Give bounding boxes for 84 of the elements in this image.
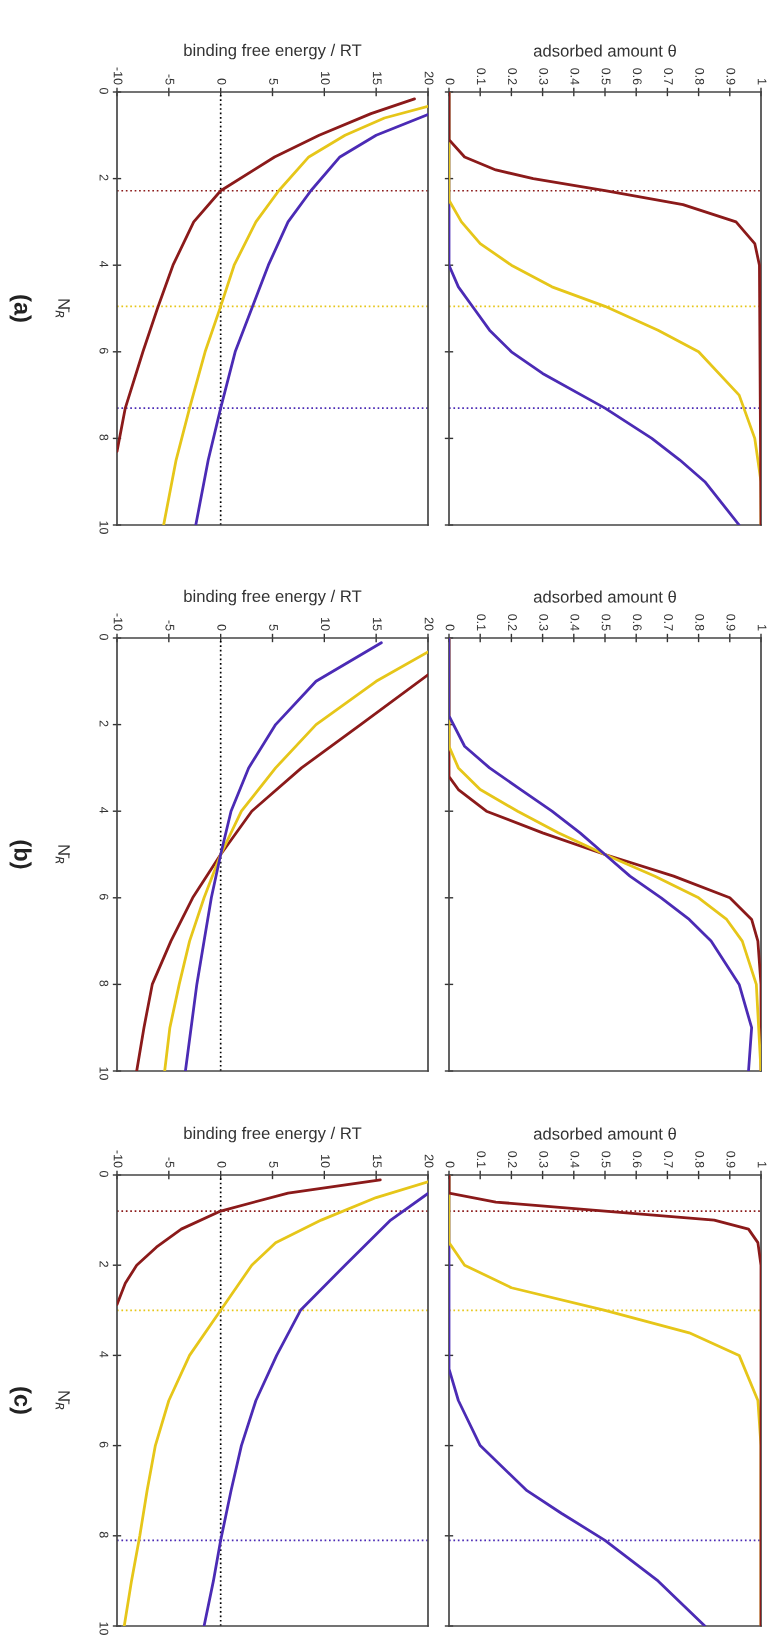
y-tick-label: 6 <box>99 893 109 900</box>
y-tick-label: 4 <box>99 260 109 268</box>
x-tick-label: 0.7 <box>664 614 673 631</box>
x-tick-label: 15 <box>372 72 382 85</box>
y-tick-label: 2 <box>99 174 109 181</box>
x-tick-label: 0.4 <box>570 1151 580 1168</box>
x-tick-label: -10 <box>113 613 123 631</box>
x-tick-label: 0.4 <box>570 614 580 631</box>
x-tick-label: 0.9 <box>726 614 736 631</box>
x-tick-label: 5 <box>269 78 278 85</box>
y-axis-title: N̄$_{R}$ <box>55 845 70 864</box>
y-axis-title: N̄$_{R}$ <box>55 1391 70 1410</box>
y-tick-label: 0 <box>99 1170 109 1177</box>
x-tick-label: 0.2 <box>508 68 517 85</box>
y-tick-label: 10 <box>99 1067 109 1080</box>
x-tick-label: 0 <box>217 624 227 631</box>
x-tick-label: -10 <box>113 67 123 85</box>
x-tick-label: 1 <box>757 79 767 85</box>
x-tick-label: 0.8 <box>695 68 705 85</box>
x-tick-label: 0.4 <box>570 68 580 85</box>
y-tick-label: 8 <box>99 1531 109 1538</box>
x-tick-label: 20 <box>424 1154 434 1168</box>
y-tick-label: 2 <box>99 1261 109 1267</box>
y-tick-label: 8 <box>99 980 109 987</box>
text: (b) <box>9 840 32 869</box>
x-tick-label: -10 <box>113 1150 123 1168</box>
x-tick-label: 0.3 <box>539 68 549 85</box>
x-tick-label: 0.8 <box>695 1151 705 1168</box>
x-tick-label: 0.8 <box>695 614 705 631</box>
x-tick-label: 15 <box>372 618 382 631</box>
x-tick-label: 0.6 <box>632 68 642 85</box>
x-axis-title: binding free energy / RT <box>184 589 362 606</box>
y-tick-label: 4 <box>99 806 109 814</box>
x-tick-label: 0.1 <box>476 614 486 631</box>
x-tick-label: 0 <box>217 78 227 85</box>
x-tick-label: -5 <box>165 1157 175 1168</box>
x-tick-label: 0.9 <box>726 1151 736 1168</box>
x-tick-label: 10 <box>320 72 330 85</box>
y-axis-title: N̄$_{R}$ <box>55 299 70 318</box>
x-tick-label: 0.6 <box>632 614 642 631</box>
x-axis-title: adsorbed amount θ <box>533 1127 676 1140</box>
y-tick-label: 6 <box>99 347 109 354</box>
x-axis-title: adsorbed amount θ <box>533 44 676 57</box>
x-axis-title: binding free energy / RT <box>184 43 362 60</box>
x-tick-label: 10 <box>320 1155 330 1168</box>
x-tick-label: 0.2 <box>508 1151 517 1168</box>
x-tick-label: 0.5 <box>601 68 611 85</box>
x-tick-label: 0.6 <box>632 1151 642 1168</box>
x-tick-label: 0.1 <box>476 68 486 85</box>
x-tick-label: 0.5 <box>601 614 611 631</box>
x-tick-label: 0.5 <box>601 1151 611 1168</box>
x-tick-label: 15 <box>372 1155 382 1168</box>
text: (a) <box>9 295 32 322</box>
x-axis-title: binding free energy / RT <box>184 1126 362 1143</box>
x-tick-label: 0.9 <box>726 68 736 85</box>
x-tick-label: 0.3 <box>539 614 549 631</box>
y-tick-label: 10 <box>99 521 109 534</box>
x-tick-label: 10 <box>320 618 330 631</box>
x-tick-label: 0 <box>217 1161 227 1168</box>
y-tick-label: 0 <box>99 87 109 94</box>
y-tick-label: 10 <box>99 1622 109 1635</box>
x-tick-label: 1 <box>757 1162 767 1168</box>
x-tick-label: 5 <box>269 1161 278 1168</box>
x-tick-label: 0.7 <box>664 1151 673 1168</box>
y-tick-label: 0 <box>99 633 109 640</box>
x-tick-label: 0 <box>445 624 455 631</box>
y-tick-label: 8 <box>99 434 109 441</box>
x-tick-label: 5 <box>269 624 278 631</box>
x-tick-label: 20 <box>424 617 434 631</box>
x-tick-label: 0.2 <box>508 614 517 631</box>
x-tick-label: 0.7 <box>664 68 673 85</box>
y-tick-label: 2 <box>99 720 109 727</box>
x-tick-label: 0.3 <box>539 1151 549 1168</box>
y-tick-label: 6 <box>99 1441 109 1448</box>
x-axis-title: adsorbed amount θ <box>533 590 676 603</box>
x-tick-label: 0 <box>445 78 455 85</box>
x-tick-label: 0.1 <box>476 1151 486 1168</box>
x-tick-label: -5 <box>165 74 175 85</box>
text: (c) <box>9 1387 32 1414</box>
x-tick-label: 1 <box>757 625 767 631</box>
y-tick-label: 4 <box>99 1351 109 1358</box>
x-tick-label: 0 <box>445 1161 455 1168</box>
x-tick-label: 20 <box>424 71 434 85</box>
x-tick-label: -5 <box>165 620 175 631</box>
